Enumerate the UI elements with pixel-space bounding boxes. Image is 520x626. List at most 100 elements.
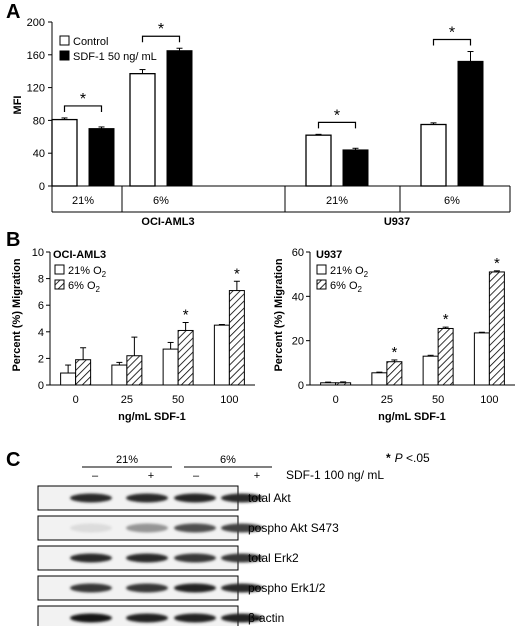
y-tick-label: 120: [27, 83, 45, 95]
significance-star: *: [443, 311, 449, 328]
legend-label-6: 6% O2: [330, 280, 363, 294]
x-tick-label: 25: [381, 394, 393, 406]
bar-control: [305, 134, 332, 187]
cell-line-label: U937: [384, 216, 410, 228]
significance-star: *: [158, 21, 164, 38]
bar-sdf: [88, 128, 115, 187]
y-tick-label: 160: [27, 50, 45, 62]
significance-bracket: [432, 38, 472, 46]
blot-band: [70, 493, 112, 503]
bar-6-o2: [75, 359, 92, 386]
blot-band: [70, 583, 112, 593]
blot-band: [221, 553, 263, 563]
significance-bracket: [141, 35, 181, 43]
y-tick-label: 6: [38, 300, 44, 312]
bar-sdf: [457, 60, 484, 187]
x-tick-label: 6%: [444, 195, 460, 207]
blot-band: [174, 583, 216, 593]
blot-band: [126, 583, 168, 593]
bar-6-o2: [228, 290, 245, 386]
significance-star: *: [234, 265, 240, 282]
y-axis-label: MFI: [12, 96, 24, 115]
x-tick-label: 50: [172, 394, 184, 406]
bar-sdf: [342, 149, 369, 187]
blot-band: [221, 493, 263, 503]
significance-star: *: [449, 25, 455, 42]
y-tick-label: 20: [292, 336, 304, 348]
blot-row-label: pospho Akt S473: [248, 521, 339, 535]
treatment-mark-3: –: [193, 470, 200, 482]
treatment-mark-2: +: [148, 470, 154, 482]
blot-band: [126, 553, 168, 563]
bar-6-o2: [335, 382, 352, 386]
y-tick-label: 40: [292, 291, 304, 303]
chart-panel-b-right: Percent (%) Migration U937 21% O2 6% O2 …: [273, 247, 515, 423]
blot-band: [70, 613, 112, 623]
bar-21-o2: [473, 332, 490, 386]
blot-band: [174, 613, 216, 623]
blot-row-label: β-actin: [248, 611, 284, 625]
y-tick-label: 80: [33, 115, 45, 127]
y-axis-label: Percent (%) Migration: [11, 258, 23, 371]
treatment-label: SDF-1 100 ng/ mL: [286, 468, 384, 482]
x-tick-label: 21%: [326, 195, 348, 207]
chart-title: U937: [316, 249, 342, 261]
blot-band: [221, 583, 263, 593]
blot-band: [70, 553, 112, 563]
western-blot-panel: 21% 6% – + – + SDF-1 100 ng/ mL * P <.05 …: [37, 451, 430, 626]
y-axis-label: Percent (%) Migration: [273, 258, 285, 371]
bar-6-o2: [437, 327, 454, 386]
legend: 21% O2 6% O2: [316, 264, 369, 294]
blot-band: [126, 523, 168, 533]
significance-star: *: [183, 306, 189, 323]
blot-band: [126, 613, 168, 623]
legend-swatch-21: [316, 264, 327, 275]
bar-21-o2: [213, 324, 230, 386]
legend: Control SDF-1 50 ng/ mL: [59, 35, 157, 63]
blot-band: [221, 613, 263, 623]
legend-label-21: 21% O2: [68, 265, 107, 279]
blot-band: [174, 553, 216, 563]
y-tick-label: 40: [33, 148, 45, 160]
y-tick-label: 0: [39, 181, 45, 193]
significance-star: *: [80, 91, 86, 108]
blot-band: [70, 523, 112, 533]
blot-row-label: pospho Erk1/2: [248, 581, 326, 595]
blot-row-label: total Akt: [248, 491, 291, 505]
y-tick-label: 2: [38, 353, 44, 365]
condition-label-6: 6%: [220, 454, 236, 466]
y-tick-label: 0: [298, 380, 304, 392]
bar-control: [420, 123, 447, 187]
bar-6-o2: [126, 355, 143, 386]
treatment-mark-4: +: [254, 470, 260, 482]
bar-21-o2: [422, 355, 439, 386]
x-tick-label: 100: [220, 394, 238, 406]
legend: 21% O2 6% O2: [54, 264, 107, 294]
bar-sdf: [166, 50, 193, 187]
significance-star: *: [334, 107, 340, 124]
bar-6-o2: [386, 361, 403, 386]
condition-label-21: 21%: [116, 454, 138, 466]
blot-band: [221, 523, 263, 533]
y-tick-label: 60: [292, 247, 304, 259]
y-tick-label: 8: [38, 274, 44, 286]
chart-title: OCI-AML3: [53, 249, 106, 261]
pvalue-note: * P <.05: [386, 451, 430, 465]
legend-swatch-control: [59, 35, 70, 46]
x-tick-label: 0: [333, 394, 339, 406]
bar-21-o2: [162, 348, 179, 386]
legend-swatch-sdf: [59, 50, 70, 61]
x-axis-label: ng/mL SDF-1: [118, 411, 186, 423]
x-tick-label: 50: [432, 394, 444, 406]
x-tick-label: 100: [480, 394, 498, 406]
bar-6-o2: [177, 329, 194, 386]
blot-band: [174, 523, 216, 533]
significance-bracket: [317, 121, 357, 129]
significance-bracket: [63, 105, 103, 112]
legend-swatch-6: [54, 279, 65, 290]
bar-21-o2: [320, 382, 337, 386]
bar-control: [51, 118, 78, 187]
legend-label-6: 6% O2: [68, 280, 101, 294]
significance-star: *: [494, 255, 500, 272]
